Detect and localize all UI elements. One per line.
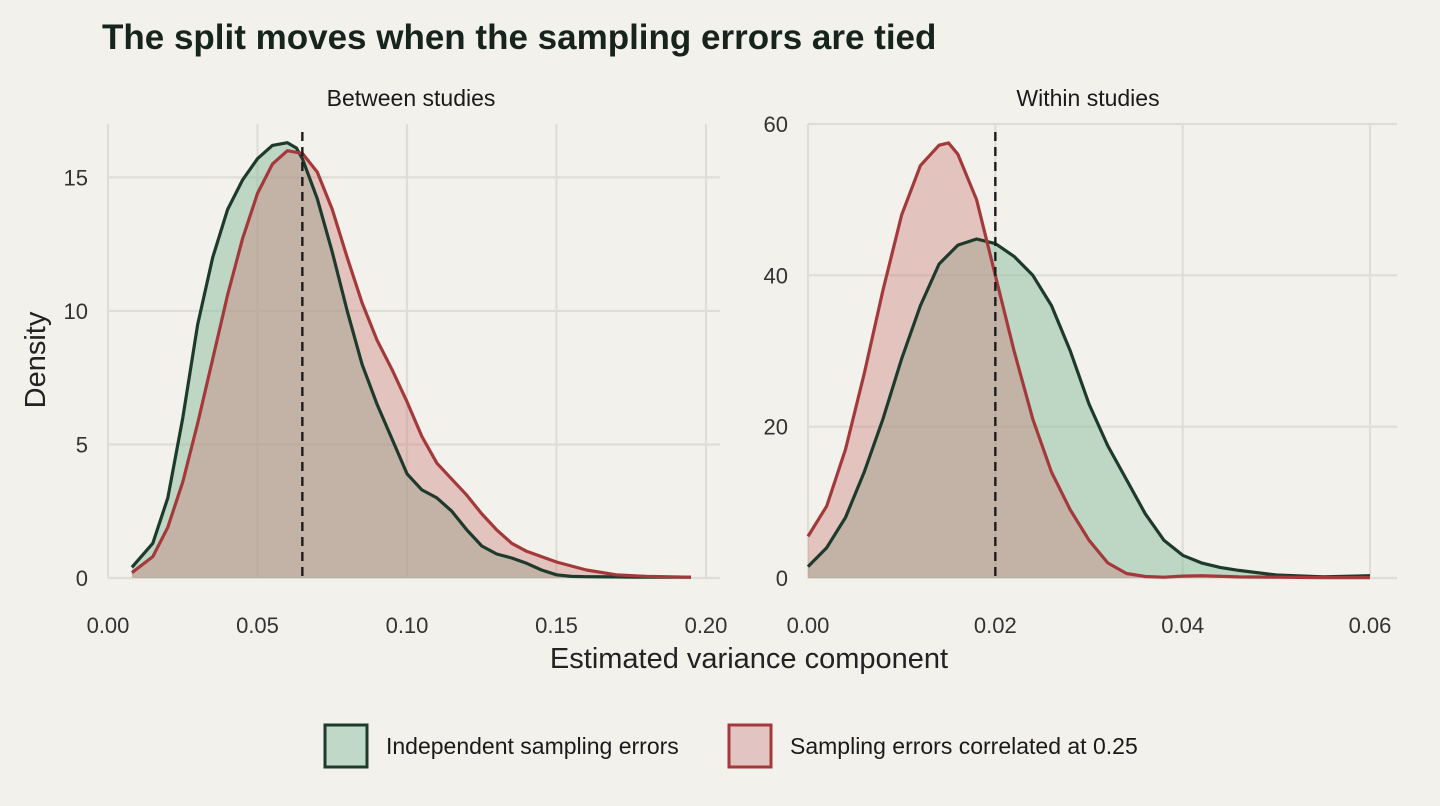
x-tick-label: 0.15: [535, 613, 578, 638]
y-tick-label: 20: [764, 415, 788, 440]
x-tick-label: 0.00: [787, 613, 830, 638]
x-axis-title: Estimated variance component: [550, 643, 948, 675]
panel-0: Between studies 0.00 0.05 0.10 0.15 0.20 0 5 10 1…: [64, 85, 728, 638]
density-line-0: [130, 141, 691, 579]
legend-key-0: [323, 723, 369, 769]
legend: Independent sampling errors Sampling erro…: [323, 723, 1138, 769]
panel-1: Within studies 0.00 0.02 0.04 0.06 0 20 40 60: [764, 85, 1397, 638]
x-tick-label: 0.04: [1161, 613, 1204, 638]
y-tick-label: 0: [76, 566, 88, 591]
panel-strip-label: Within studies: [1016, 85, 1159, 111]
x-tick-label: 0.02: [974, 613, 1017, 638]
density-area-1: [131, 150, 692, 578]
legend-label-0: Independent sampling errors: [386, 733, 679, 759]
y-tick-label: 15: [64, 165, 88, 190]
y-tick-label: 60: [764, 112, 788, 137]
y-tick-label: 0: [776, 566, 788, 591]
density-line-0: [806, 237, 1371, 579]
density-area-1: [808, 142, 1370, 578]
y-axis-title: Density: [20, 311, 52, 408]
density-area-0: [131, 142, 692, 578]
density-area-0: [808, 239, 1370, 578]
density-line-1: [130, 149, 692, 579]
x-tick-label: 0.06: [1349, 613, 1392, 638]
legend-key-1: [727, 723, 773, 769]
panel-strip-label: Between studies: [327, 85, 496, 111]
density-line-1: [806, 141, 1370, 580]
x-tick-label: 0.00: [87, 613, 130, 638]
legend-label-1: Sampling errors correlated at 0.25: [790, 733, 1138, 759]
chart-title: The split moves when the sampling errors…: [102, 18, 936, 57]
y-tick-label: 10: [64, 299, 88, 324]
x-tick-label: 0.05: [236, 613, 279, 638]
y-tick-label: 40: [764, 263, 788, 288]
y-tick-label: 5: [76, 432, 88, 457]
x-tick-label: 0.20: [685, 613, 728, 638]
x-tick-label: 0.10: [386, 613, 429, 638]
chart-panels: Between studies 0.00 0.05 0.10 0.15 0.20 0 5 10 1…: [64, 85, 1397, 638]
